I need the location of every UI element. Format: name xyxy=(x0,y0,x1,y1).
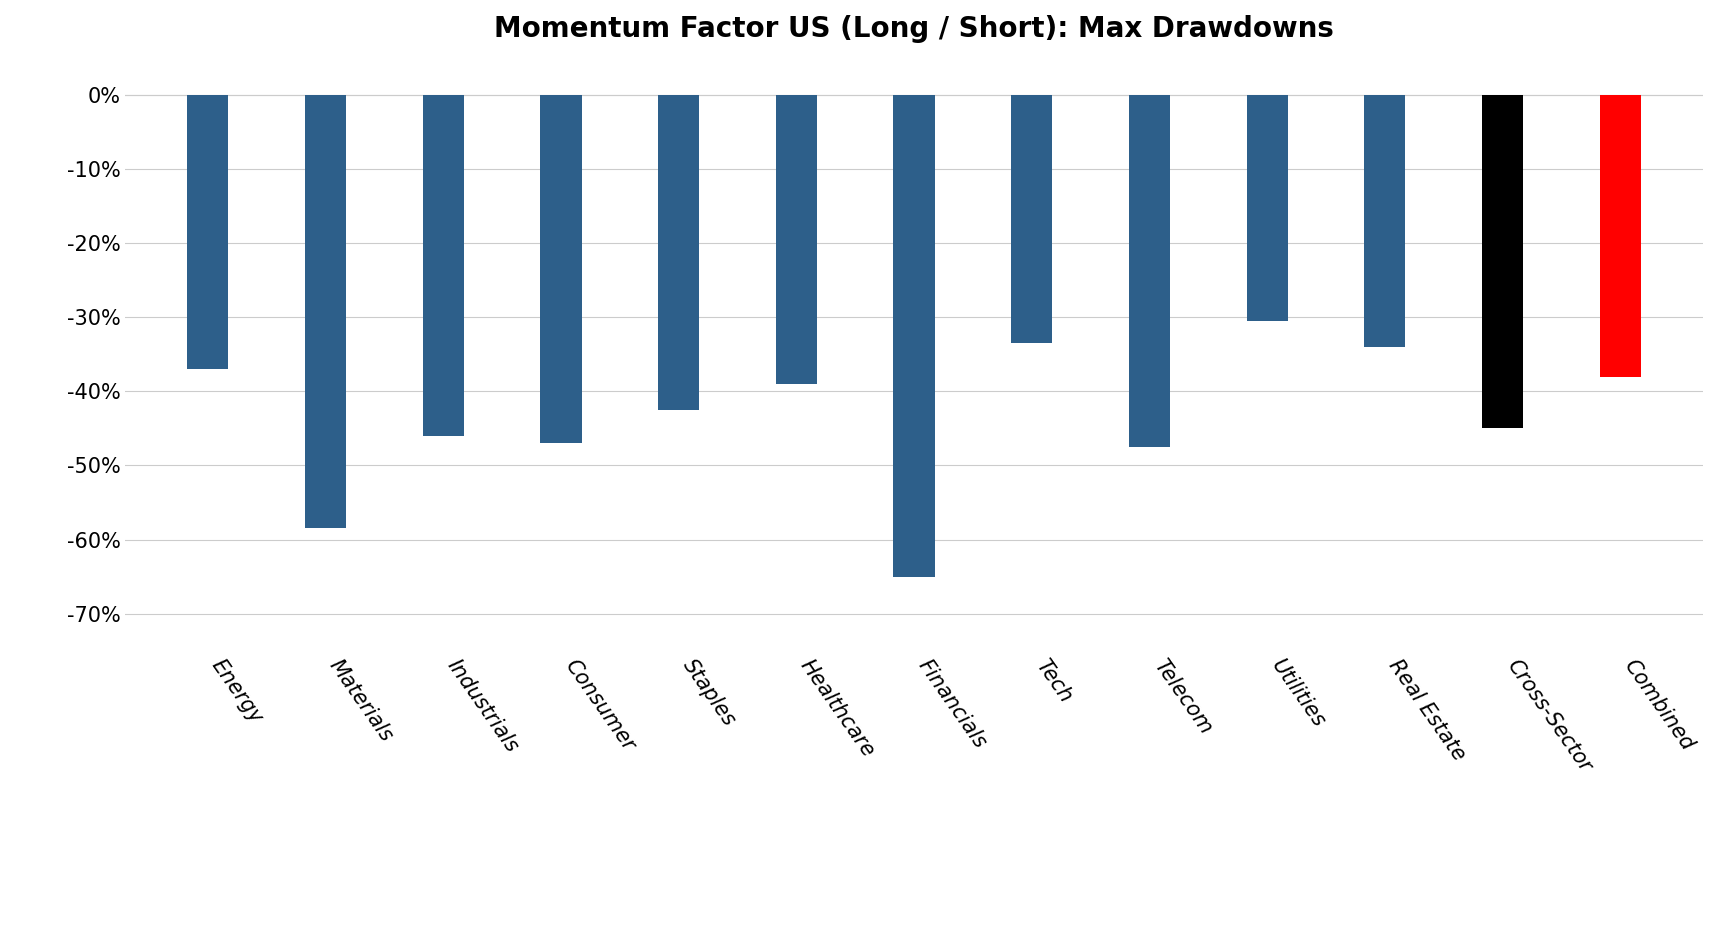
Bar xyxy=(1482,95,1523,429)
Bar xyxy=(1011,95,1052,343)
Bar xyxy=(423,95,464,436)
Bar xyxy=(1599,95,1640,377)
Bar xyxy=(540,95,581,444)
Bar xyxy=(1247,95,1287,321)
Title: Momentum Factor US (Long / Short): Max Drawdowns: Momentum Factor US (Long / Short): Max D… xyxy=(493,15,1333,43)
Bar xyxy=(1128,95,1170,447)
Bar xyxy=(657,95,699,410)
Bar xyxy=(305,95,347,528)
Bar xyxy=(776,95,818,384)
Bar xyxy=(894,95,935,577)
Bar xyxy=(188,95,228,369)
Bar xyxy=(1364,95,1406,347)
